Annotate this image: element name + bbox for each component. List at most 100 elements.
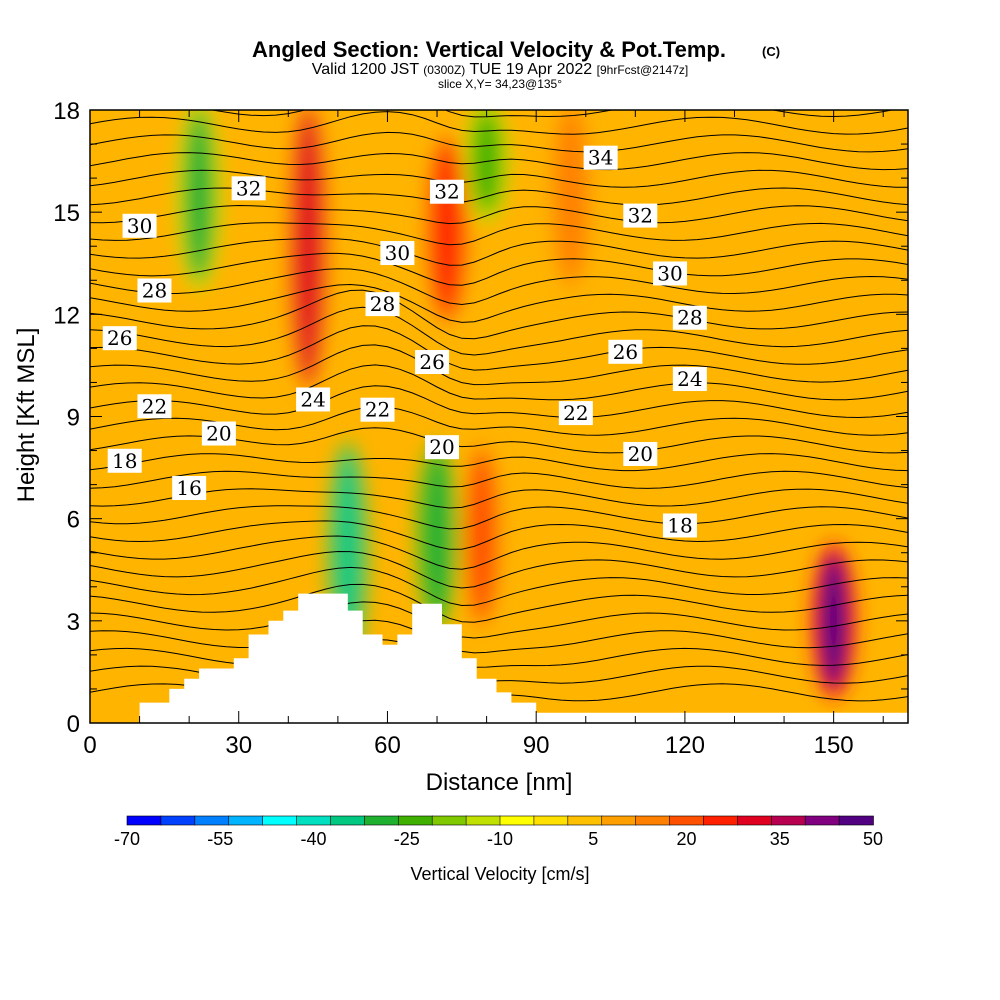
chart-title-mark: (C)	[762, 44, 780, 59]
contour-label-box	[623, 441, 658, 466]
theta-contour-8	[90, 535, 908, 570]
colorbar-swatch-19	[770, 815, 806, 826]
contour-label-text: 28	[142, 278, 167, 302]
velocity-core-7	[556, 110, 585, 281]
contour-label-19: 28	[672, 305, 707, 330]
contour-label-text: 26	[419, 350, 444, 374]
contour-label-box	[672, 367, 707, 392]
theta-contour-30	[90, 152, 908, 171]
contour-label-text: 28	[677, 306, 702, 330]
contour-label-box	[122, 213, 157, 238]
contour-label-text: 30	[127, 214, 152, 238]
y-tick-label-0: 0	[67, 711, 80, 738]
contour-label-text: 32	[628, 204, 653, 228]
contour-label-box	[172, 476, 207, 501]
contour-label-text: 22	[365, 398, 390, 422]
contour-label-text: 20	[628, 442, 653, 466]
theta-contour-9	[90, 520, 908, 550]
theta-contour-27	[90, 204, 908, 225]
contour-label-box	[137, 278, 172, 303]
x-tick-label-4: 120	[665, 732, 705, 759]
velocity-core-3	[432, 144, 461, 315]
theta-contour-11	[90, 488, 908, 509]
y-tick-label-1: 3	[67, 609, 80, 636]
colorbar-tick-label-0: -70	[114, 829, 140, 849]
theta-contour-32	[90, 111, 908, 135]
y-tick-label-3: 9	[67, 405, 80, 432]
theta-contour-31	[90, 131, 908, 153]
theta-contour-24	[90, 252, 908, 286]
contour-label-13: 26	[415, 350, 450, 375]
contour-label-21: 24	[672, 367, 707, 392]
theta-contour-26	[90, 222, 908, 246]
contour-label-2: 20	[201, 421, 236, 446]
x-tick-label-0: 0	[83, 732, 96, 759]
chart-title: Angled Section: Vertical Velocity & Pot.…	[252, 37, 726, 62]
contour-label-5: 26	[102, 326, 137, 351]
colorbar-tick-label-8: 50	[863, 829, 883, 849]
theta-contour-12	[90, 470, 908, 489]
theta-contour-25	[90, 238, 908, 266]
contour-label-text: 28	[370, 292, 395, 316]
contour-label-8: 32	[231, 176, 266, 201]
colorbar-swatch-16	[669, 815, 705, 826]
colorbar-swatch-3	[228, 815, 264, 826]
y-axis: 0 3 6 9 12 15 18	[53, 98, 908, 738]
contour-label-text: 30	[385, 241, 410, 265]
y-tick-label-5: 15	[53, 200, 80, 227]
x-axis: 0 30 60 90 120 150	[83, 110, 884, 759]
y-tick-label-4: 12	[53, 302, 80, 329]
contour-label-box	[608, 339, 643, 364]
terrain	[90, 593, 908, 723]
contour-label-box	[672, 305, 707, 330]
x-tick-label-2: 60	[374, 732, 401, 759]
contour-label-7: 30	[122, 213, 157, 238]
subtitle-date: TUE 19 Apr 2022	[469, 61, 592, 78]
contour-label-text: 18	[667, 513, 692, 537]
theta-contour-19	[90, 325, 908, 371]
contour-label-6: 28	[137, 278, 172, 303]
contour-label-12: 20	[424, 435, 459, 460]
plot-area: 16 18 20 22 24 26 28 30 32 30 28 22 20 26 32 22 34 32 30 28…	[90, 110, 908, 723]
colorbar-swatch-7	[364, 815, 400, 826]
colorbar-swatch-4	[262, 815, 298, 826]
contour-label-text: 34	[588, 146, 613, 170]
y-tick-label-6: 18	[53, 98, 80, 125]
theta-contour-13	[90, 453, 908, 472]
theta-contour-3	[90, 619, 908, 654]
contour-label-box	[662, 513, 697, 538]
theta-contour-20	[90, 306, 908, 356]
colorbar-swatch-18	[737, 815, 773, 826]
colorbar-tick-label-4: -10	[487, 829, 513, 849]
contour-label-box	[107, 448, 142, 473]
theta-contour-4	[90, 601, 908, 639]
theta-contour-22	[90, 283, 908, 323]
colorbar-tick-label-5: 5	[588, 829, 598, 849]
theta-contour-29	[90, 169, 908, 188]
colorbar-swatch-9	[431, 815, 467, 826]
colorbar-tick-label-3: -25	[394, 829, 420, 849]
colorbar-swatch-21	[838, 815, 874, 826]
contour-label-box	[429, 179, 464, 204]
contour-label-16: 34	[583, 145, 618, 170]
contour-label-box	[558, 401, 593, 426]
contour-label-box	[231, 176, 266, 201]
contour-label-box	[380, 241, 415, 266]
contour-label-text: 24	[677, 367, 702, 391]
contour-label-3: 22	[137, 394, 172, 419]
contour-label-box	[296, 387, 331, 412]
theta-contour-7	[90, 550, 908, 589]
slice-label: slice X,Y= 34,23@135°	[438, 77, 562, 91]
contour-label-10: 28	[365, 292, 400, 317]
contour-label-text: 22	[563, 401, 588, 425]
subtitle-valid: Valid 1200 JST	[312, 61, 420, 78]
contour-label-box	[424, 435, 459, 460]
contour-label-box	[137, 394, 172, 419]
colorbar-swatch-11	[499, 815, 535, 826]
colorbar-swatch-2	[194, 815, 230, 826]
contour-label-4: 24	[296, 387, 331, 412]
contour-label-9: 30	[380, 241, 415, 266]
theta-contour-18	[90, 344, 908, 386]
contour-label-text: 30	[657, 261, 682, 285]
contour-label-14: 32	[429, 179, 464, 204]
